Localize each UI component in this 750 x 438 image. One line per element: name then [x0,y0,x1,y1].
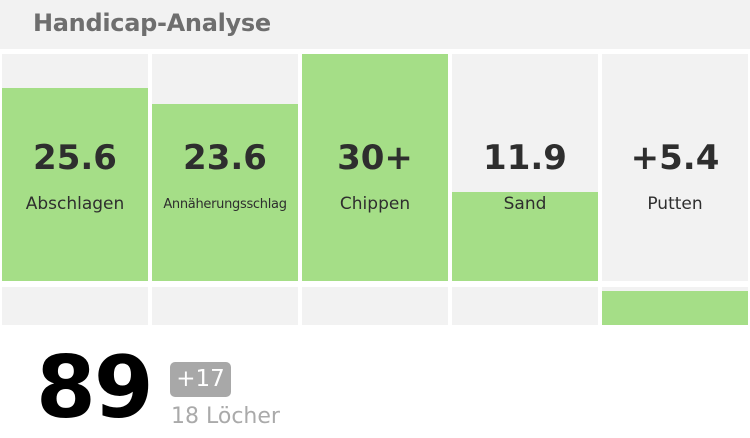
category-label: Sand [503,194,547,214]
category-tile-putten[interactable]: +5.4 Putten [602,54,748,281]
category-bottom-bar [302,287,448,325]
category-value: 11.9 [483,138,567,178]
category-bottom-bar [602,287,748,325]
category-fill-bar [2,88,148,281]
score-delta-badge: +17 [170,362,231,397]
category-fill-bar [302,54,448,281]
category-fill-bar [452,192,598,281]
category-value: 25.6 [33,138,117,178]
category-label: Chippen [339,194,411,214]
category-fill-bar [152,103,298,281]
category-tile-sand[interactable]: 11.9 Sand [452,54,598,281]
category-label: Putten [647,194,703,214]
category-bottom-bar [2,287,148,325]
category-value: 30+ [337,138,413,178]
bottom-fill-bar [602,290,748,325]
category-tile-abschlagen[interactable]: 25.6 Abschlagen [2,54,148,281]
category-value: 23.6 [183,138,267,178]
category-bottom-bar [452,287,598,325]
category-label: Annäherungsschlag [163,197,287,212]
category-value: +5.4 [630,138,720,178]
category-tile-chippen[interactable]: 30+ Chippen [302,54,448,281]
total-score: 89 [36,338,154,438]
category-tile-annäherungsschlag[interactable]: 23.6 Annäherungsschlag [152,54,298,281]
category-label: Abschlagen [25,194,125,214]
category-bottom-bar [152,287,298,325]
header: Handicap-Analyse [0,0,750,49]
page-title: Handicap-Analyse [33,9,271,37]
holes-label: 18 Löcher [171,404,280,429]
